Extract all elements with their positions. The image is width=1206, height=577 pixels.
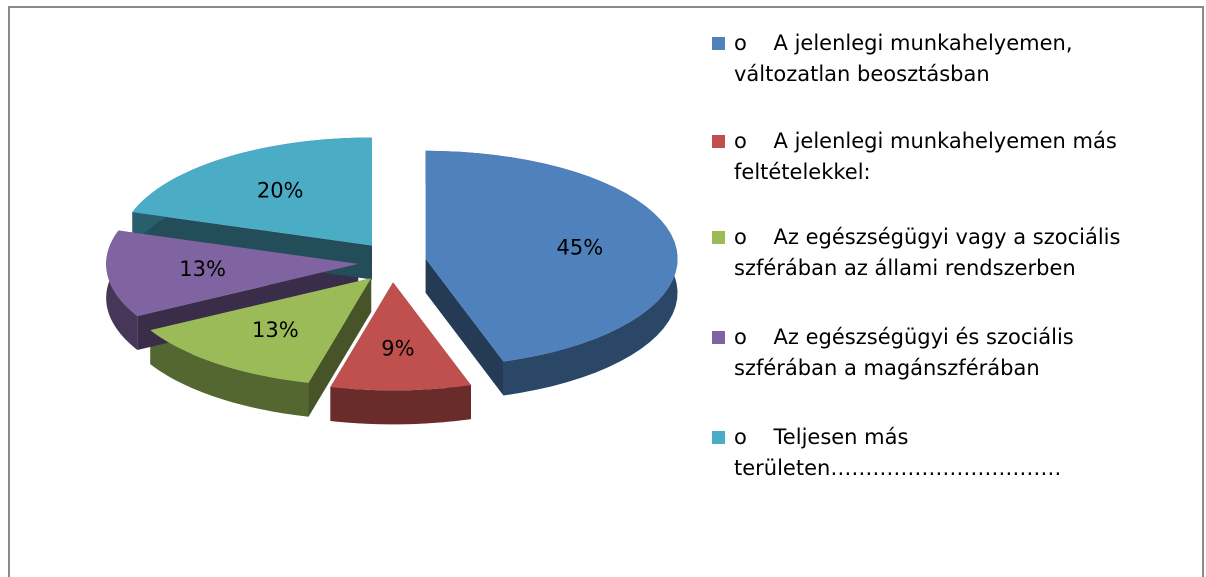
legend-swatch — [712, 331, 725, 344]
legend-label: o Az egészségügyi és szociális szférában… — [734, 325, 1081, 380]
legend-label: o A jelenlegi munkahelyemen, változatlan… — [734, 31, 1080, 86]
slice — [330, 282, 471, 391]
slice — [425, 150, 678, 362]
legend-item: o A jelenlegi munkahelyemen, változatlan… — [712, 28, 1182, 90]
legend-item: o Az egészségügyi és szociális szférában… — [712, 322, 1182, 384]
legend-item: o Teljesen más területen…………………………… — [712, 422, 1182, 484]
legend-label: o A jelenlegi munkahelyemen más feltétel… — [734, 129, 1124, 184]
legend-item: o A jelenlegi munkahelyemen más feltétel… — [712, 126, 1182, 188]
slice-wall — [425, 258, 504, 396]
legend-label: o Teljesen más területen…………………………… — [734, 425, 1062, 480]
data-label: 13% — [252, 318, 299, 342]
slice-side — [330, 385, 471, 425]
slice — [106, 230, 359, 316]
legend-item: o Az egészségügyi vagy a szociális szfér… — [712, 222, 1182, 284]
legend-swatch — [712, 431, 725, 444]
slice-side — [150, 330, 309, 417]
slice-tops: 45% 9% 13% 13% 20% — [106, 137, 678, 391]
data-label: 45% — [557, 235, 604, 259]
legend-swatch — [712, 37, 725, 50]
slice — [150, 278, 372, 383]
chart-frame — [8, 6, 1204, 577]
slice — [132, 137, 373, 246]
legend-label: o Az egészségügyi vagy a szociális szfér… — [734, 225, 1128, 280]
data-label: 9% — [381, 336, 414, 360]
legend-swatch — [712, 231, 725, 244]
data-label: 20% — [257, 178, 304, 202]
data-label: 13% — [179, 257, 226, 281]
legend-swatch — [712, 135, 725, 148]
